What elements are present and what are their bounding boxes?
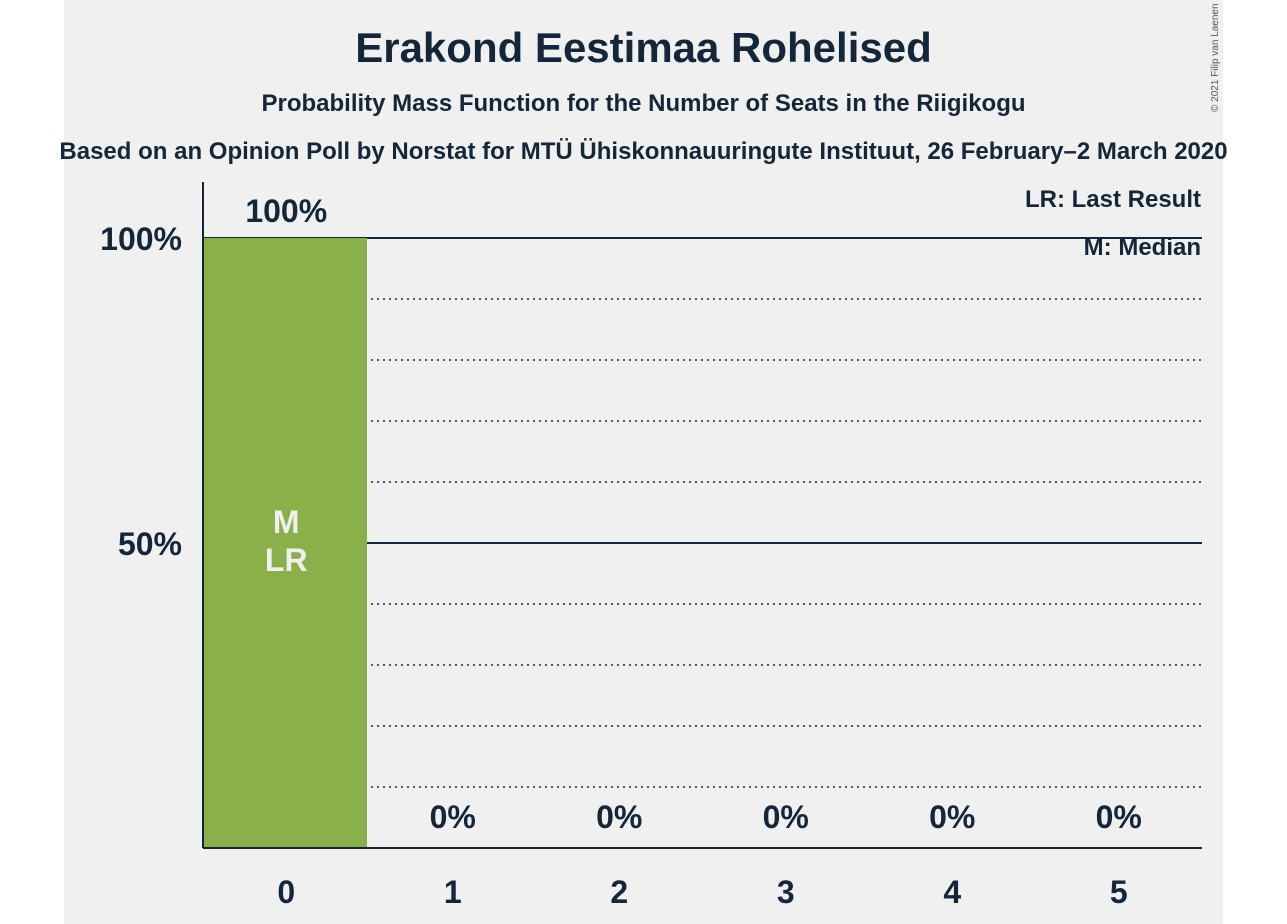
legend-median: M: Median: [1083, 234, 1201, 261]
x-tick-label-4: 4: [943, 874, 961, 910]
bar-marker-lr: LR: [265, 542, 308, 578]
x-tick-label-2: 2: [610, 874, 628, 910]
x-tick-label-3: 3: [777, 874, 795, 910]
value-label-0: 100%: [245, 193, 327, 229]
x-tick-label-0: 0: [277, 874, 295, 910]
chart-title: Erakond Eestimaa Rohelised: [355, 24, 932, 71]
bar-0: [203, 238, 367, 848]
value-label-3: 0%: [763, 799, 809, 835]
legend-last-result: LR: Last Result: [1024, 186, 1201, 213]
value-label-1: 0%: [430, 799, 476, 835]
chart-source: Based on an Opinion Poll by Norstat for …: [59, 138, 1228, 165]
value-label-4: 0%: [929, 799, 975, 835]
x-tick-label-5: 5: [1110, 874, 1128, 910]
y-tick-label-100: 100%: [100, 221, 182, 257]
value-label-5: 0%: [1096, 799, 1142, 835]
y-tick-label-50: 50%: [118, 526, 182, 562]
chart-subtitle: Probability Mass Function for the Number…: [261, 90, 1026, 117]
x-tick-label-1: 1: [444, 874, 462, 910]
value-label-2: 0%: [596, 799, 642, 835]
bar-marker-m: M: [273, 504, 300, 540]
